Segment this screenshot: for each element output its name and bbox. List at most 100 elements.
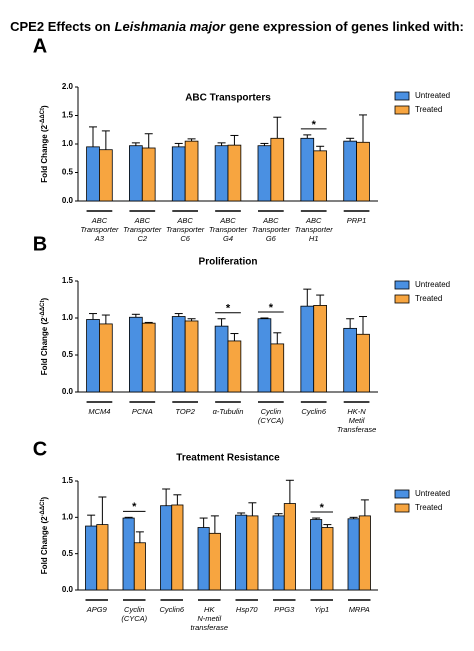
y-tick-label: 0.0 — [62, 585, 74, 594]
error-bar — [316, 145, 325, 151]
legend-label: Treated — [415, 294, 442, 303]
x-tick-label: ABC Transporter A3 — [80, 216, 119, 243]
y-label-sup: -ΔΔCt — [40, 300, 46, 317]
x-tick-label-line: Cyclin — [261, 407, 281, 416]
significance-label: * — [320, 502, 325, 514]
bar — [184, 320, 199, 393]
error-bar — [312, 517, 321, 520]
error-bar — [274, 513, 283, 516]
bar — [85, 525, 98, 591]
y-tick-label: 0.0 — [62, 196, 74, 205]
error-bar — [230, 333, 239, 341]
bar — [300, 305, 315, 393]
x-tick-label-line: Cyclin6 — [159, 605, 184, 614]
error-bar — [273, 116, 282, 139]
error-bar — [316, 294, 325, 306]
error-bar — [144, 133, 153, 148]
y-tick-label: 0.5 — [62, 350, 74, 359]
y-tick-label: 1.0 — [62, 512, 74, 521]
x-tick-label-line: N-metil — [197, 614, 221, 623]
bar — [227, 144, 242, 202]
x-tick-label-line: Transferase — [337, 425, 376, 434]
bar — [313, 305, 327, 393]
x-tick-label: ABC Transporter C2 — [123, 216, 162, 243]
error-bar — [144, 321, 153, 324]
error-bar — [349, 516, 358, 519]
error-bar — [260, 317, 269, 319]
bar — [310, 519, 323, 591]
title-italic: Leishmania major — [115, 19, 226, 34]
y-axis-label: Fold Change (2-ΔΔCt) — [40, 105, 50, 183]
x-tick-label: PCNA — [132, 407, 153, 416]
x-tick-label-line: HK-N — [347, 407, 366, 416]
bar — [129, 316, 143, 393]
x-tick-label-line: Hsp70 — [236, 605, 259, 614]
bar — [356, 333, 370, 393]
x-tick-label: Cyclin6 — [159, 605, 184, 614]
y-tick-label: 0.0 — [62, 387, 74, 396]
bar — [227, 340, 242, 393]
x-tick-label-line: PPG3 — [274, 605, 295, 614]
error-bar — [87, 514, 96, 527]
bar — [343, 327, 357, 393]
x-tick-label: ABC Transporter G4 — [209, 216, 248, 243]
x-tick-label-line: ABC — [176, 216, 193, 225]
x-tick-label: PPG3 — [274, 605, 295, 614]
error-bar — [187, 318, 196, 321]
bar — [141, 147, 156, 202]
x-tick-label-line: G6 — [266, 234, 277, 243]
x-tick-label: Yip1 — [314, 605, 329, 614]
x-tick-label: PRP1 — [347, 216, 367, 225]
x-tick-label-line: Metil — [349, 416, 365, 425]
legend-swatch — [394, 489, 410, 499]
error-bar — [217, 142, 226, 146]
legend-label: Treated — [415, 105, 442, 114]
x-tick-label: α-Tubulin — [213, 407, 244, 416]
x-tick-label-line: Transporter — [209, 225, 248, 234]
x-tick-label-line: Cyclin6 — [301, 407, 326, 416]
error-bar — [237, 512, 246, 516]
error-bar — [174, 142, 183, 147]
legend-swatch — [394, 503, 410, 513]
error-bar — [131, 142, 140, 146]
error-bar — [217, 318, 226, 327]
x-tick-label-line: APG9 — [86, 605, 108, 614]
panel-label: C — [33, 438, 47, 460]
bar — [300, 137, 315, 202]
x-tick-label: Hsp70 — [236, 605, 259, 614]
x-tick-label-line: HK — [204, 605, 215, 614]
error-bar — [199, 517, 208, 528]
y-tick-label: 1.5 — [62, 276, 74, 285]
x-tick-label-line: Cyclin — [124, 605, 144, 614]
error-bar — [89, 126, 97, 147]
legend-label: Treated — [415, 503, 442, 512]
bar — [122, 517, 135, 591]
significance-label: * — [226, 303, 231, 315]
y-label-main: Fold Change (2 — [40, 516, 49, 574]
x-tick-label-line: (CYCA) — [258, 416, 284, 425]
error-bar — [260, 142, 269, 146]
error-bar — [285, 479, 294, 504]
x-tick-label-line: C2 — [137, 234, 147, 243]
error-bar — [359, 114, 367, 143]
bar — [99, 323, 113, 393]
error-bar — [162, 488, 171, 506]
significance-label: * — [132, 501, 137, 513]
bar — [184, 140, 199, 202]
bar — [313, 150, 327, 202]
legend-swatch — [394, 294, 410, 304]
x-tick-label: HK-N Metil Transferase — [337, 407, 376, 434]
error-bar — [187, 138, 196, 142]
x-tick-label-line: Yip1 — [314, 605, 329, 614]
error-bar — [248, 502, 257, 516]
error-bar — [98, 496, 107, 525]
error-bar — [173, 494, 182, 505]
y-label-main: Fold Change (2 — [40, 124, 49, 182]
x-tick-label: MRPA — [349, 605, 370, 614]
panel-label: A — [33, 35, 47, 57]
bar — [133, 542, 146, 591]
x-tick-label: ABC Transporter G6 — [252, 216, 291, 243]
x-tick-label-line: C6 — [180, 234, 190, 243]
legend-swatch — [394, 105, 410, 115]
